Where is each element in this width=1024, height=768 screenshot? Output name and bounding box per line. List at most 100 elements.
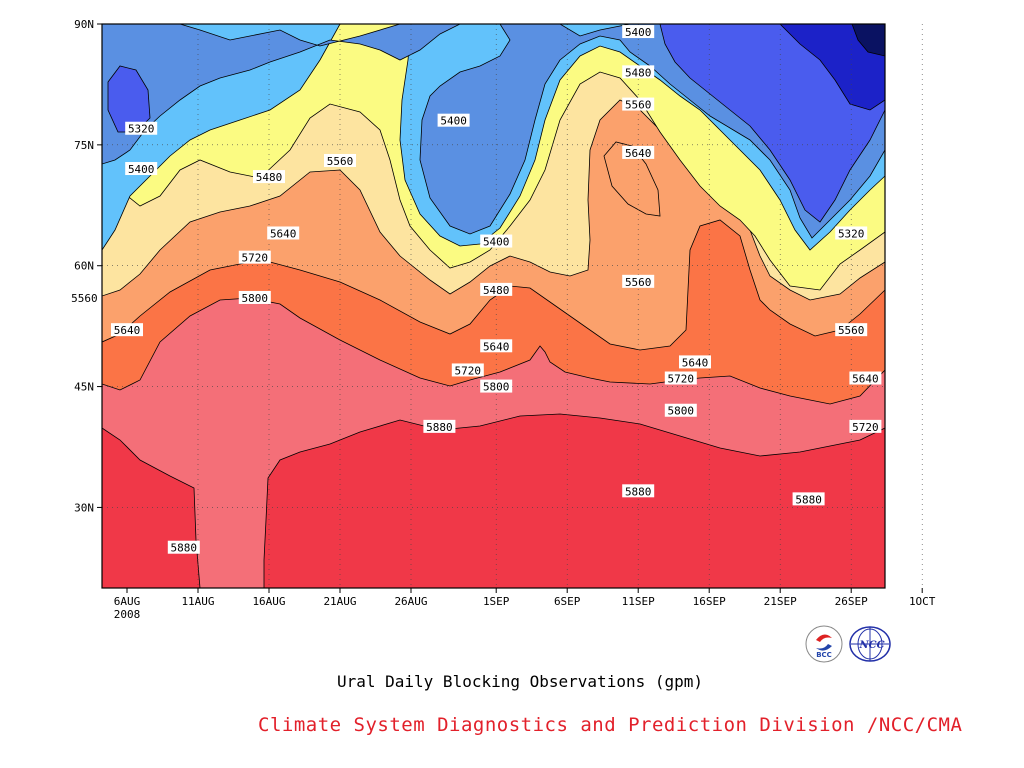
ncc-logo: NCC <box>849 626 891 662</box>
contour-label: 5560 <box>835 323 868 337</box>
y-axis: 30N 45N 60N 75N 90N <box>74 18 102 514</box>
contour-label-text: 5560 <box>71 292 98 305</box>
contour-label: 5480 <box>622 65 655 79</box>
contour-label: 5560 <box>324 153 356 168</box>
contour-label-text: 5800 <box>242 292 269 305</box>
contour-label: 5720 <box>849 419 882 434</box>
contour-label-bg <box>111 323 143 337</box>
contour-label: 5640 <box>679 355 711 369</box>
contour-label: 5640 <box>622 145 655 160</box>
contour-label-bg <box>835 323 868 337</box>
contour-label: 5560 <box>622 97 655 112</box>
contour-label-text: 5400 <box>440 115 467 128</box>
contour-label-text: 5800 <box>483 381 510 394</box>
y-tick-label: 90N <box>74 18 94 31</box>
contour-label-text: 5640 <box>852 373 879 386</box>
y-tick-label: 75N <box>74 139 94 152</box>
contour-label: 5640 <box>267 226 300 240</box>
contour-label-text: 5400 <box>128 163 155 176</box>
contour-label: 5800 <box>238 290 271 305</box>
x-tick-label: 16AUG <box>252 595 285 608</box>
contour-label-bg <box>480 339 513 353</box>
contour-labels: 5400 5480 5560 5400 5320 5400 5560 5640 5480 5320… <box>68 25 882 555</box>
svg-text:BCC: BCC <box>816 651 832 659</box>
contour-label-bg <box>480 379 513 393</box>
contour-label-bg <box>253 170 285 184</box>
contour-label-bg <box>622 97 655 111</box>
contour-label: 5400 <box>437 113 470 128</box>
contour-label-text: 5640 <box>625 147 652 160</box>
contour-label: 5800 <box>480 379 513 394</box>
contour-label: 5640 <box>480 339 513 353</box>
y-tick-label: 60N <box>74 260 94 273</box>
contour-label: 5640 <box>111 323 143 337</box>
contour-label-bg <box>480 234 513 248</box>
contour-label: 5560 <box>68 290 101 305</box>
contour-label-bg <box>849 371 882 385</box>
band-5320 <box>107 24 885 223</box>
contour-label-bg <box>423 419 456 433</box>
contour-label-text: 5720 <box>242 252 269 265</box>
contour-label-text: 5560 <box>327 155 354 168</box>
contour-label-bg <box>835 226 868 240</box>
contour-label-text: 5880 <box>795 493 822 506</box>
contour-label: 5880 <box>167 540 200 555</box>
bcc-logo: BCC <box>805 625 843 663</box>
band-5240 <box>779 24 885 111</box>
contour-label-bg <box>664 371 697 385</box>
contour-label-text: 5640 <box>270 227 297 240</box>
contour-label-text: 5880 <box>625 485 652 498</box>
x-tick-label: 6AUG <box>114 595 141 608</box>
x-axis: 6AUG 11AUG 16AUG 21AUG 26AUG 1SEP 6SEP 11SEP 16S… <box>114 588 936 621</box>
contour-label-bg <box>437 113 470 127</box>
contour-label: 5320 <box>835 226 868 240</box>
contour-label-text: 5560 <box>625 276 652 289</box>
contour-label-text: 5560 <box>838 324 865 337</box>
contour-label-text: 5320 <box>838 227 865 240</box>
contour-label-text: 5560 <box>625 99 652 112</box>
contour-fills <box>102 24 885 588</box>
contour-label: 5400 <box>125 162 158 176</box>
contour-label-bg <box>622 274 655 288</box>
contour-label-bg <box>238 250 271 264</box>
contour-label: 5800 <box>664 403 697 418</box>
chart-title: Ural Daily Blocking Observations (gpm) <box>336 672 704 691</box>
contour-label-bg <box>622 484 655 498</box>
contour-label-bg <box>451 363 484 377</box>
contour-label: 5320 <box>125 121 158 136</box>
contour-label-bg <box>679 355 711 369</box>
x-tick-label: 11SEP <box>622 595 655 608</box>
contour-label: 5720 <box>238 250 271 265</box>
contour-label-bg <box>238 290 271 304</box>
contour-label: 5880 <box>792 492 825 506</box>
contour-label-bg <box>480 282 513 296</box>
contour-label-bg <box>792 492 825 506</box>
x-tick-label: 11AUG <box>181 595 214 608</box>
x-tick-label: 21AUG <box>323 595 356 608</box>
x-tick-label: 1SEP <box>483 595 510 608</box>
x-tick-label: 21SEP <box>764 595 797 608</box>
contour-label-bg <box>324 153 356 167</box>
contour-label-text: 5640 <box>483 340 510 353</box>
contour-label: 5480 <box>253 170 285 184</box>
x-tick-label: 6SEP <box>554 595 581 608</box>
plot-frame <box>101 23 886 589</box>
contour-label-text: 5640 <box>682 356 709 369</box>
svg-text:NCC: NCC <box>858 640 884 651</box>
credit-line: Climate System Diagnostics and Predictio… <box>258 714 963 736</box>
contour-label-text: 5480 <box>625 66 652 79</box>
contour-label-bg <box>622 65 655 79</box>
x-tick-label: 1OCT <box>909 595 936 608</box>
contour-label-text: 5480 <box>483 284 510 297</box>
contour-label: 5400 <box>480 234 513 249</box>
y-tick-label: 30N <box>74 501 94 514</box>
contour-label: 5720 <box>664 371 697 386</box>
contour-label: 5720 <box>451 363 484 377</box>
contour-label-text: 5880 <box>171 542 198 555</box>
contour-label-text: 5720 <box>455 364 482 377</box>
contour-label-bg <box>622 145 655 159</box>
contour-label-bg <box>849 419 882 433</box>
contour-label-bg <box>267 226 300 240</box>
y-tick-label: 45N <box>74 381 94 394</box>
